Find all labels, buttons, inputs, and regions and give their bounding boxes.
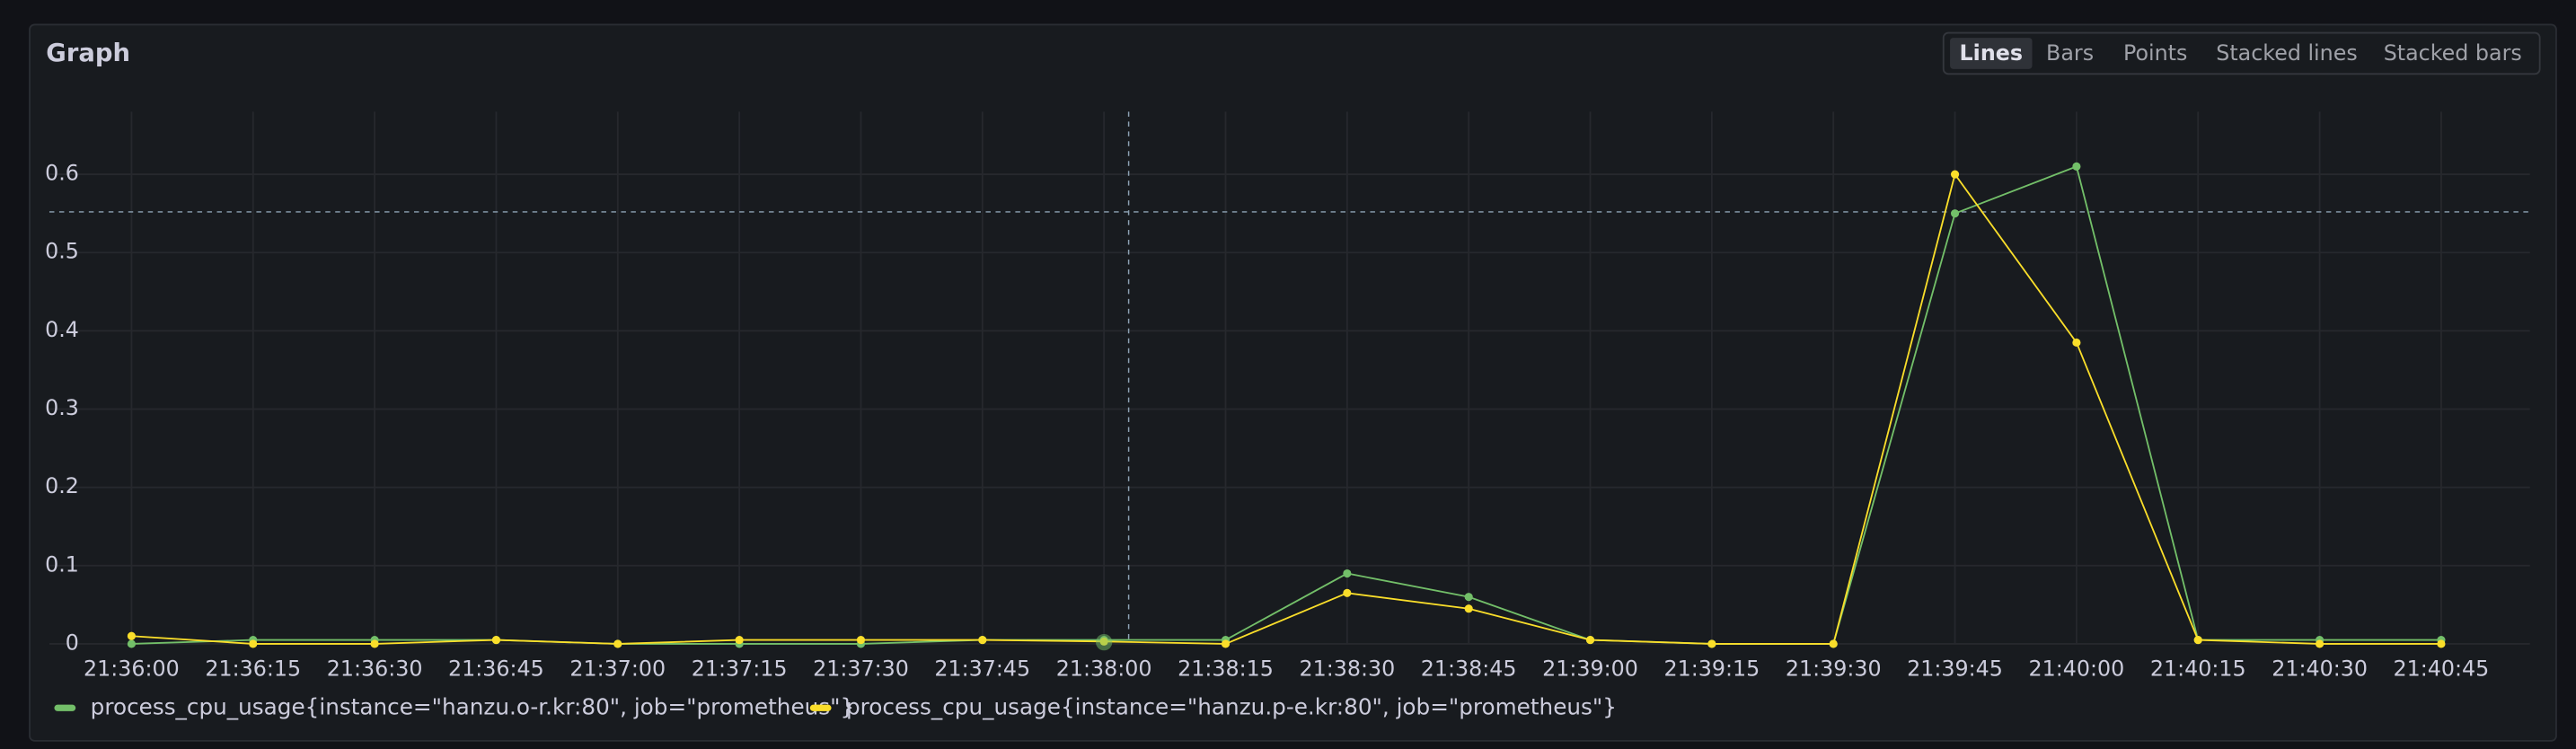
data-point (127, 639, 136, 648)
x-tick-label: 21:38:30 (1299, 656, 1395, 682)
data-point (735, 636, 744, 645)
data-point (1464, 604, 1473, 613)
data-point (370, 639, 379, 648)
view-toggle (1942, 31, 2541, 75)
data-point (613, 639, 622, 648)
view-button-active (1950, 38, 2033, 69)
data-point (1221, 639, 1231, 648)
x-tick-label: 21:39:45 (1907, 656, 2003, 682)
x-tick-label: 21:39:00 (1542, 656, 1638, 682)
y-tick-label: 0.3 (45, 395, 79, 420)
y-tick-label: 0.4 (45, 317, 79, 342)
x-tick-label: 21:36:15 (205, 656, 301, 682)
view-button[interactable]: Stacked bars (2384, 40, 2522, 66)
x-tick-label: 21:40:45 (2394, 656, 2490, 682)
x-tick-label: 21:38:00 (1056, 656, 1152, 682)
hover-highlight (1096, 633, 1113, 651)
data-point (856, 636, 866, 645)
view-button[interactable]: Points (2123, 40, 2187, 66)
data-point (491, 636, 501, 645)
y-tick-label: 0.1 (45, 551, 79, 577)
data-point (2316, 639, 2325, 648)
data-point (1829, 639, 1838, 648)
x-tick-label: 21:39:15 (1663, 656, 1760, 682)
data-point (1950, 209, 1960, 218)
data-point (1343, 568, 1352, 578)
data-point (1343, 588, 1352, 597)
x-tick-label: 21:36:45 (448, 656, 544, 682)
view-button[interactable]: Stacked lines (2216, 40, 2357, 66)
data-point (978, 636, 987, 645)
data-point (2072, 162, 2081, 171)
data-point (2437, 639, 2446, 648)
x-tick-label: 21:37:00 (569, 656, 666, 682)
data-point (249, 639, 258, 648)
panel-title: Graph (46, 40, 130, 67)
legend-swatch (809, 704, 832, 711)
panel (29, 23, 2557, 742)
x-tick-label: 21:37:30 (813, 656, 909, 682)
x-tick-label: 21:37:45 (934, 656, 1030, 682)
x-tick-label: 21:36:00 (84, 656, 180, 682)
x-tick-label: 21:40:00 (2029, 656, 2125, 682)
y-tick-label: 0.2 (45, 473, 79, 498)
data-point (1950, 170, 1960, 179)
view-button[interactable]: Lines (1960, 40, 2023, 66)
data-point (1585, 636, 1595, 645)
x-tick-label: 21:39:30 (1786, 656, 1882, 682)
x-tick-label: 21:40:15 (2150, 656, 2246, 682)
legend-label[interactable]: process_cpu_usage{instance="hanzu.o-r.kr… (91, 693, 855, 719)
x-tick-label: 21:36:30 (327, 656, 423, 682)
x-tick-label: 21:37:15 (692, 656, 788, 682)
legend-label[interactable]: process_cpu_usage{instance="hanzu.p-e.kr… (846, 693, 1617, 719)
data-point (2072, 338, 2081, 348)
data-point (127, 631, 136, 640)
data-point (1464, 593, 1473, 602)
data-point (1707, 639, 1716, 648)
series-line (131, 172, 2441, 645)
legend-swatch (54, 704, 76, 711)
y-tick-label: 0.6 (45, 161, 79, 186)
view-button[interactable]: Bars (2046, 40, 2094, 66)
data-point (2193, 636, 2202, 645)
x-tick-label: 21:38:15 (1178, 656, 1274, 682)
y-tick-label: 0.5 (45, 239, 79, 264)
x-tick-label: 21:40:30 (2272, 656, 2368, 682)
x-tick-label: 21:38:45 (1421, 656, 1517, 682)
y-tick-label: 0 (66, 630, 79, 655)
